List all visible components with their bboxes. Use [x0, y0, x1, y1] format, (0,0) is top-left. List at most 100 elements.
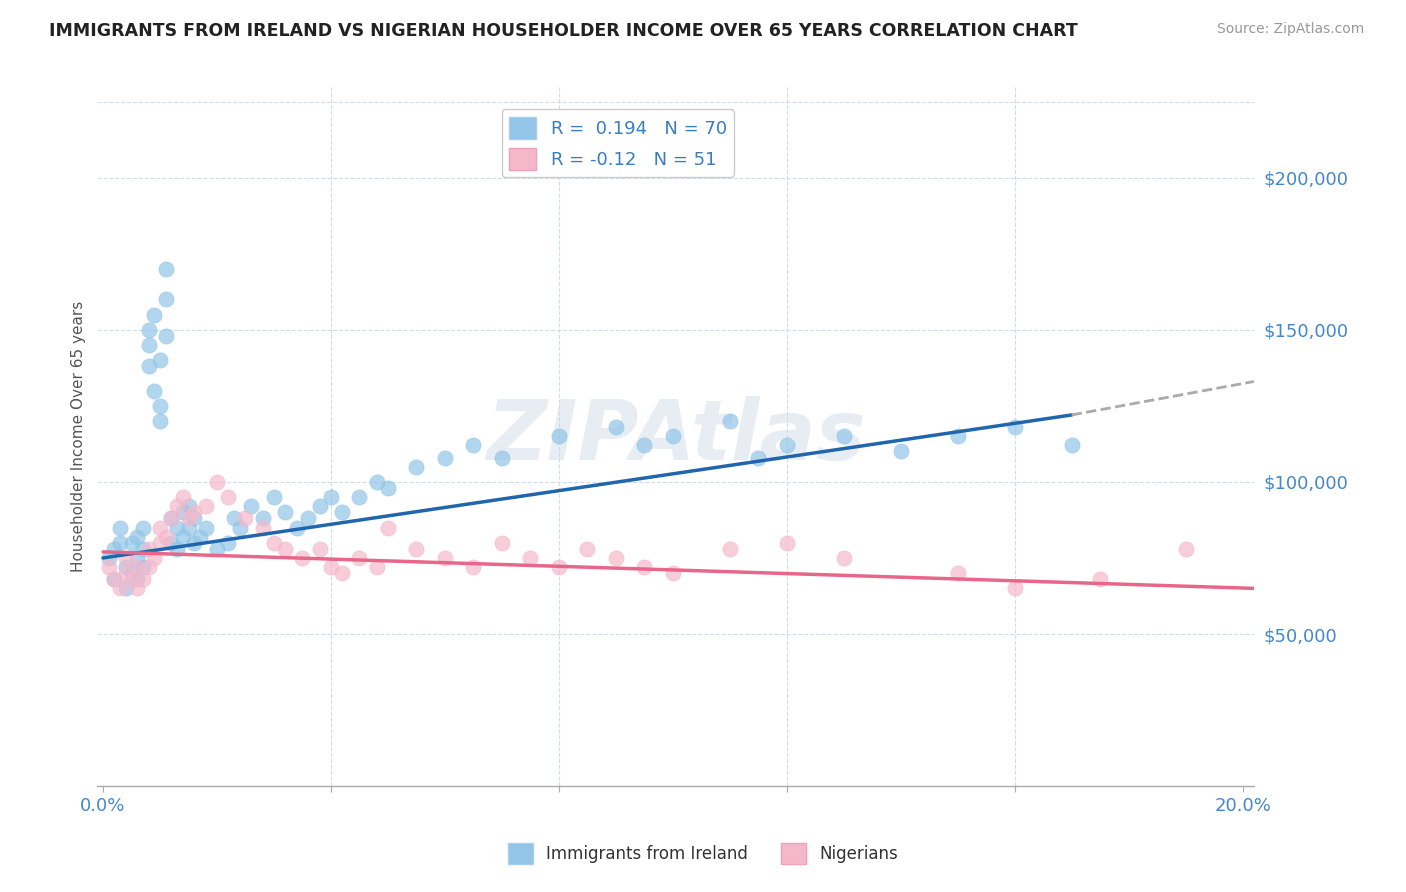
Point [576, 541, 599, 556]
Point [662, 566, 685, 581]
Point [263, 490, 285, 504]
Point [547, 560, 569, 574]
Point [776, 535, 799, 549]
Point [274, 541, 297, 556]
Point [172, 505, 194, 519]
Point [229, 520, 252, 534]
Point [377, 520, 399, 534]
Point [463, 438, 485, 452]
Point [132, 541, 155, 556]
Point [138, 338, 160, 352]
Point [149, 520, 172, 534]
Point [1004, 420, 1026, 434]
Point [433, 450, 456, 465]
Point [217, 535, 239, 549]
Point [155, 530, 177, 544]
Point [605, 551, 627, 566]
Point [1004, 582, 1026, 596]
Point [132, 572, 155, 586]
Legend: Immigrants from Ireland, Nigerians: Immigrants from Ireland, Nigerians [501, 837, 905, 871]
Text: Source: ZipAtlas.com: Source: ZipAtlas.com [1216, 22, 1364, 37]
Point [433, 551, 456, 566]
Point [1088, 572, 1111, 586]
Point [115, 566, 138, 581]
Point [149, 399, 172, 413]
Point [115, 551, 138, 566]
Point [832, 429, 855, 443]
Point [177, 520, 200, 534]
Point [308, 541, 330, 556]
Point [132, 520, 155, 534]
Point [108, 582, 131, 596]
Point [138, 541, 160, 556]
Point [166, 500, 188, 514]
Point [103, 572, 125, 586]
Point [143, 551, 166, 566]
Point [127, 572, 149, 586]
Point [633, 560, 655, 574]
Point [330, 505, 353, 519]
Point [205, 541, 228, 556]
Point [297, 511, 319, 525]
Point [633, 438, 655, 452]
Point [240, 500, 263, 514]
Point [155, 329, 177, 343]
Point [127, 582, 149, 596]
Point [160, 511, 183, 525]
Point [108, 520, 131, 534]
Point [463, 560, 485, 574]
Point [1060, 438, 1083, 452]
Point [235, 511, 257, 525]
Point [252, 520, 274, 534]
Point [946, 566, 969, 581]
Point [405, 459, 427, 474]
Point [252, 511, 274, 525]
Point [285, 520, 308, 534]
Point [127, 560, 149, 574]
Point [1174, 541, 1197, 556]
Point [121, 566, 143, 581]
Y-axis label: Householder Income Over 65 years: Householder Income Over 65 years [72, 301, 86, 572]
Point [319, 490, 342, 504]
Point [121, 535, 143, 549]
Point [217, 490, 239, 504]
Point [747, 450, 769, 465]
Point [183, 505, 205, 519]
Point [194, 500, 217, 514]
Point [138, 560, 160, 574]
Point [291, 551, 314, 566]
Point [662, 429, 685, 443]
Point [547, 429, 569, 443]
Point [149, 535, 172, 549]
Point [103, 541, 125, 556]
Point [349, 490, 371, 504]
Point [166, 541, 188, 556]
Point [127, 530, 149, 544]
Point [319, 560, 342, 574]
Point [127, 551, 149, 566]
Point [890, 444, 912, 458]
Point [160, 535, 183, 549]
Text: ZIPAtlas: ZIPAtlas [486, 396, 865, 476]
Point [155, 261, 177, 276]
Point [366, 560, 388, 574]
Point [132, 560, 155, 574]
Point [308, 500, 330, 514]
Point [155, 293, 177, 307]
Point [832, 551, 855, 566]
Point [115, 560, 138, 574]
Point [263, 535, 285, 549]
Point [172, 490, 194, 504]
Point [138, 323, 160, 337]
Point [718, 414, 741, 428]
Point [605, 420, 627, 434]
Point [274, 505, 297, 519]
Point [491, 535, 513, 549]
Point [718, 541, 741, 556]
Point [330, 566, 353, 581]
Point [103, 572, 125, 586]
Point [405, 541, 427, 556]
Point [349, 551, 371, 566]
Point [97, 560, 120, 574]
Legend: R =  0.194   N = 70, R = -0.12   N = 51: R = 0.194 N = 70, R = -0.12 N = 51 [502, 110, 734, 177]
